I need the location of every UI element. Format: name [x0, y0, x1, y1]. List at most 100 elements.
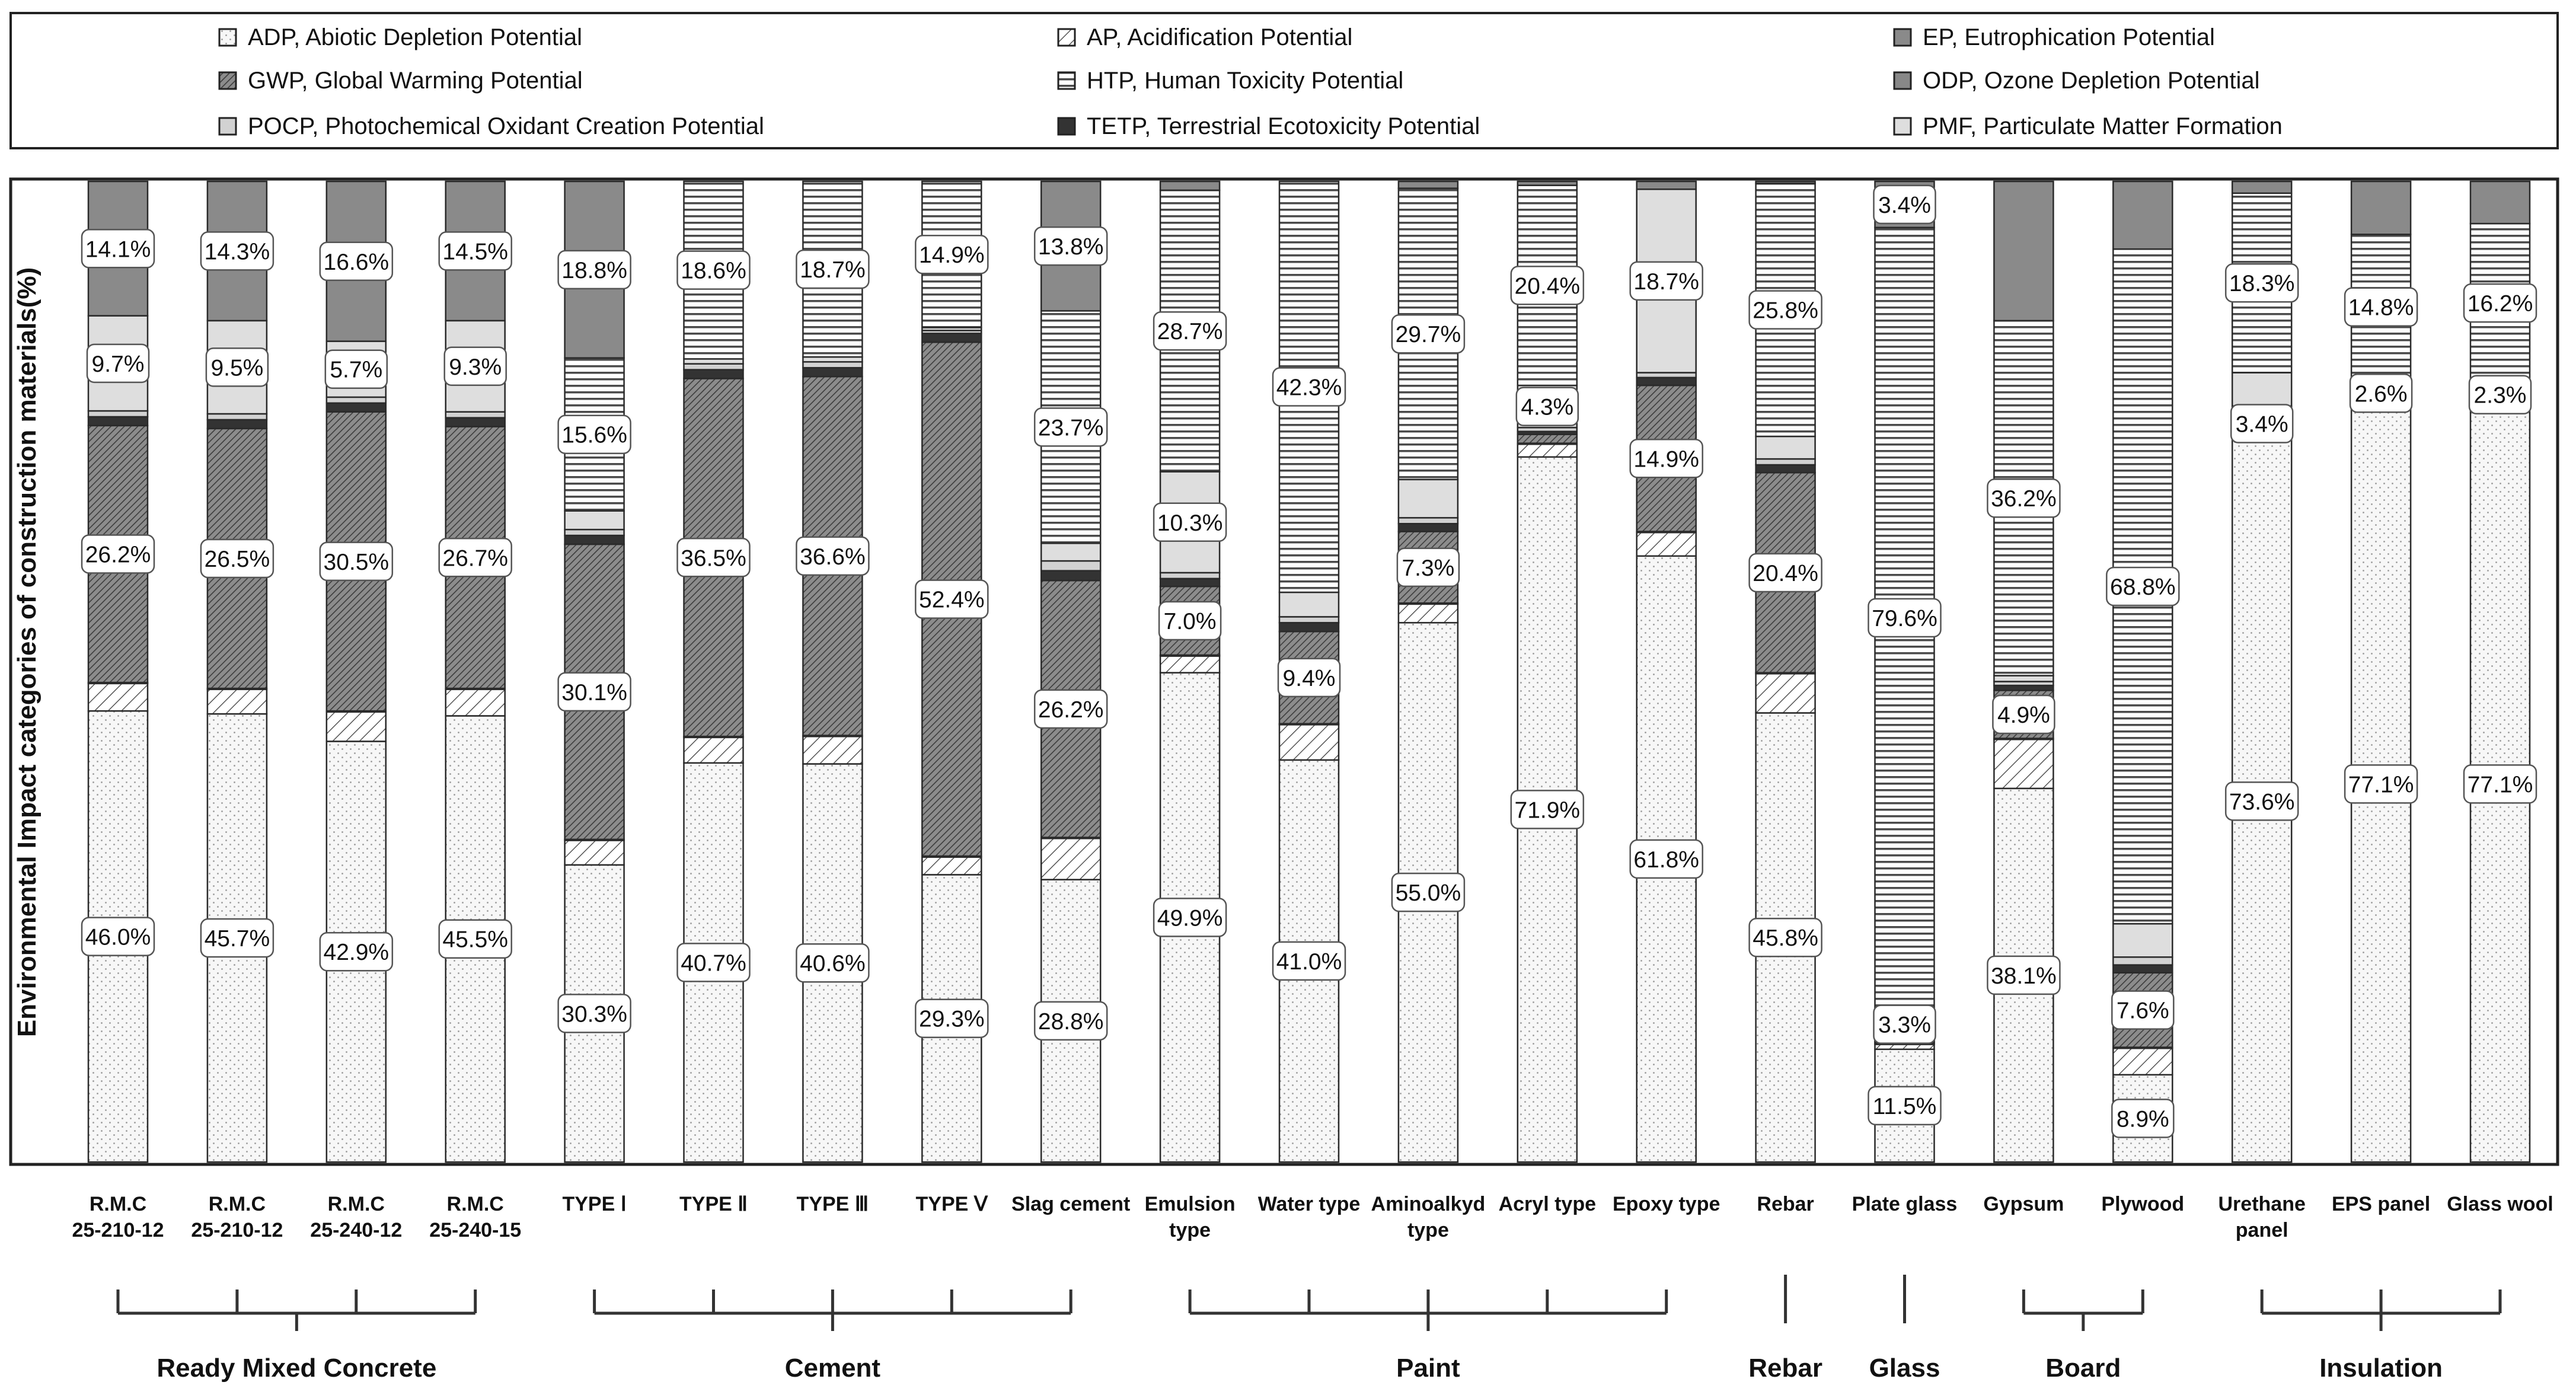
data-label-text: 28.8% — [1038, 1009, 1104, 1035]
data-label-box — [1033, 1001, 1108, 1041]
data-label-gwp-17: 4.9% — [1992, 694, 2055, 735]
data-label-box — [1272, 941, 1346, 981]
data-label-pmf-14: 18.7% — [1629, 261, 1703, 301]
data-label-box — [1396, 547, 1460, 588]
segment-pmf-11 — [1278, 591, 1340, 618]
data-label-box — [1153, 502, 1227, 542]
bar-19 — [2231, 180, 2293, 1163]
legend-frame — [9, 12, 2559, 149]
segment-gwp-13 — [1517, 433, 1578, 444]
data-label-box — [557, 994, 631, 1033]
data-label-box — [2349, 374, 2413, 413]
data-label-box — [1515, 387, 1579, 426]
legend-item-pocp: POCP, Photochemical Oxidant Creation Pot… — [218, 113, 764, 139]
data-label-text: 77.1% — [2468, 772, 2533, 797]
data-label-htp-9: 23.7% — [1033, 407, 1108, 447]
group-label: Cement — [785, 1354, 881, 1383]
x-tick-label-13: Acryl type — [1499, 1193, 1596, 1215]
data-label-gwp-14: 14.9% — [1629, 439, 1703, 478]
data-label-adp-16: 11.5% — [1868, 1086, 1942, 1126]
data-label-box — [676, 943, 751, 982]
data-label-box — [1153, 898, 1227, 937]
legend-swatch-htp — [1057, 71, 1076, 90]
segment-tetp-15 — [1755, 464, 1816, 474]
data-label-gwp-9: 26.2% — [1033, 689, 1108, 729]
data-label-gwp-12: 7.3% — [1396, 547, 1460, 588]
segment-tetp-3 — [325, 402, 387, 413]
segment-pmf-15 — [1755, 435, 1816, 460]
data-label-box — [81, 917, 155, 956]
segment-ap-10 — [1159, 655, 1221, 674]
legend-swatch-tetp — [1057, 117, 1076, 136]
segment-tetp-5 — [564, 534, 625, 545]
data-label-adp-14: 61.8% — [1629, 839, 1703, 879]
data-label-box — [2106, 566, 2180, 607]
data-label-text: 26.7% — [442, 545, 508, 571]
segment-pocp-3 — [325, 396, 387, 404]
bar-6 — [683, 180, 744, 1163]
data-label-htp-10: 28.7% — [1153, 311, 1227, 351]
data-label-text: 18.6% — [681, 258, 746, 284]
data-label-text: 9.3% — [449, 355, 502, 380]
data-label-text: 45.7% — [205, 926, 270, 952]
data-label-htp-7: 18.7% — [796, 249, 870, 289]
x-tick-label-16: Plate glass — [1852, 1193, 1958, 1215]
segment-pmf-17 — [1993, 675, 2054, 682]
data-label-box — [438, 538, 512, 577]
data-label-box — [1748, 290, 1822, 330]
data-label-gwp-6: 36.5% — [676, 538, 751, 577]
data-label-ep-1: 14.1% — [81, 229, 155, 269]
segment-ep-18 — [2112, 180, 2173, 250]
legend-item-htp: HTP, Human Toxicity Potential — [1057, 68, 1403, 94]
data-label-box — [1873, 1004, 1936, 1044]
data-label-ep-9: 13.8% — [1033, 226, 1108, 266]
data-label-box — [2224, 263, 2299, 303]
legend-swatch-adp — [218, 28, 237, 47]
data-label-box — [200, 538, 274, 579]
legend-item-odp: ODP, Ozone Depletion Potential — [1893, 68, 2260, 94]
bar-17 — [1993, 180, 2054, 1163]
data-label-text: 18.3% — [2229, 271, 2295, 296]
data-label-text: 73.6% — [2229, 789, 2295, 815]
data-label-text: 7.3% — [1402, 556, 1454, 581]
segment-pocp-15 — [1755, 458, 1816, 466]
data-label-box — [796, 536, 870, 576]
data-label-ap-19: 3.4% — [2230, 404, 2294, 443]
data-label-box — [676, 538, 751, 577]
data-label-text: 5.7% — [330, 358, 382, 383]
segment-pmf-5 — [564, 510, 625, 531]
data-label-box — [1158, 601, 1222, 641]
x-tick-label-10: Emulsion type — [1145, 1193, 1236, 1241]
segment-tetp-18 — [2112, 964, 2173, 974]
x-tick-label-1: R.M.C 25-210-12 — [72, 1193, 164, 1241]
data-label-ep-16: 3.4% — [1873, 184, 1936, 225]
data-label-text: 45.8% — [1753, 925, 1818, 951]
data-label-text: 38.1% — [1991, 963, 2057, 989]
bar-1 — [87, 180, 149, 1163]
group-paint: Paint — [1188, 1290, 1668, 1383]
data-label-adp-18: 8.9% — [2111, 1099, 2175, 1138]
data-label-htp-17: 36.2% — [1987, 478, 2061, 518]
segment-ap-12 — [1397, 603, 1459, 624]
data-label-text: 4.9% — [1997, 703, 2050, 728]
segment-tetp-7 — [802, 367, 863, 378]
segment-ap-2 — [206, 688, 268, 715]
legend-label-odp: ODP, Ozone Depletion Potential — [1923, 68, 2260, 94]
segment-pocp-1 — [87, 410, 149, 418]
data-label-text: 26.2% — [1038, 697, 1104, 723]
legend-label-pmf: PMF, Particulate Matter Formation — [1923, 113, 2283, 139]
x-tick-label-2: R.M.C 25-210-12 — [191, 1193, 283, 1241]
segment-ap-14 — [1636, 531, 1697, 557]
data-label-box — [200, 231, 274, 271]
data-label-adp-17: 38.1% — [1987, 955, 2061, 995]
segment-tetp-8 — [921, 333, 982, 343]
data-label-adp-12: 55.0% — [1391, 872, 1466, 912]
data-label-box — [1153, 311, 1227, 351]
segment-pocp-9 — [1040, 560, 1102, 572]
data-label-text: 55.0% — [1396, 880, 1461, 906]
bar-3 — [325, 180, 387, 1163]
data-label-pmf-13: 4.3% — [1515, 387, 1579, 426]
data-label-text: 9.7% — [92, 352, 145, 377]
x-tick-label-17: Gypsum — [1983, 1193, 2064, 1215]
